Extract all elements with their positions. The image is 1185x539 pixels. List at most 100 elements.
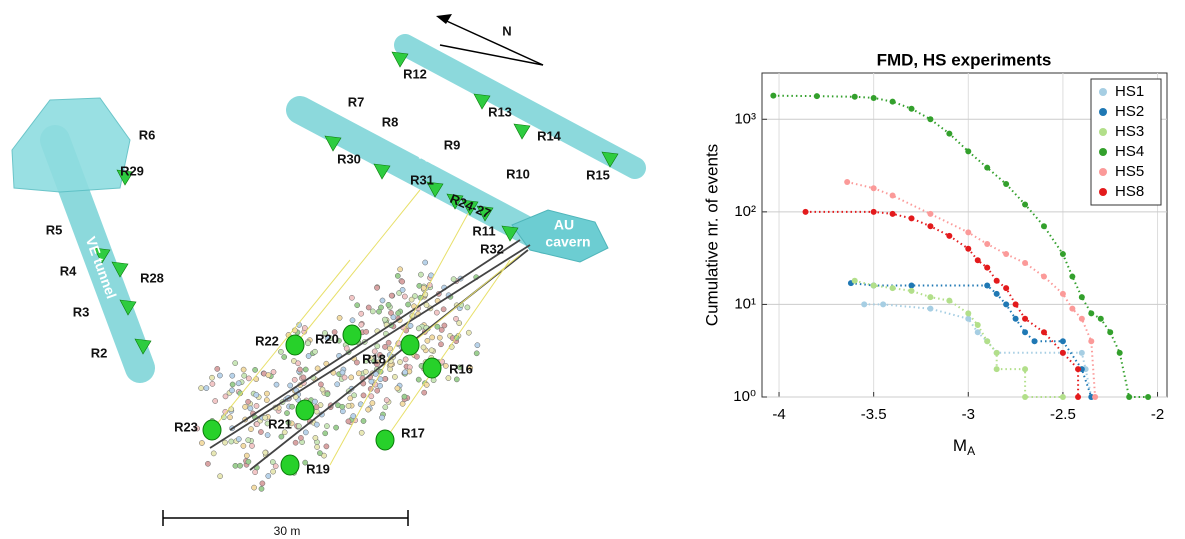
x-tick-label: -3 [962,406,975,423]
event-dot [211,451,216,456]
event-dot [359,311,364,316]
data-point [927,223,933,229]
data-point [1079,316,1085,322]
diagram-label: R18 [362,351,386,366]
data-point [1145,394,1151,400]
data-point [965,246,971,252]
event-dot [363,369,368,374]
data-point [909,283,915,289]
event-dot [324,424,329,429]
event-dot [421,345,426,350]
legend-label: HS1 [1115,83,1144,100]
event-dot [418,272,423,277]
event-dot [453,316,458,321]
event-dot [370,401,375,406]
event-dot [259,486,264,491]
data-point [1003,285,1009,291]
event-dot [361,418,366,423]
event-dot [199,386,204,391]
data-point [1022,329,1028,335]
sensor [423,358,441,378]
event-dot [397,360,402,365]
y-tick-label: 10³ [734,110,756,127]
event-dot [297,367,302,372]
figure: R12R13R14R15R7R8R9R10R30R6R29R5R4R28R3R2… [0,0,1185,539]
event-dot [320,387,325,392]
event-dot [337,315,342,320]
event-dot [298,435,303,440]
receiver-cone [392,52,408,67]
event-dot [236,437,241,442]
event-dot [376,309,381,314]
data-point [927,211,933,217]
event-dot [263,450,268,455]
x-axis-label: MA [953,436,975,458]
event-dot [248,406,253,411]
event-dot [229,388,234,393]
event-dot [382,344,387,349]
diagram-label: R13 [488,104,512,119]
data-point [871,209,877,215]
diagram-label: R21 [268,416,292,431]
event-dot [389,293,394,298]
event-dot [351,414,356,419]
data-point [1041,223,1047,229]
sensor [343,325,361,345]
data-point [1003,181,1009,187]
event-dot [296,424,301,429]
sensor [376,430,394,450]
data-point [890,193,896,199]
data-point [1069,306,1075,312]
event-dot [349,375,354,380]
data-point [871,95,877,101]
event-dot [241,443,246,448]
data-point [965,148,971,154]
upper-tunnel [405,45,635,168]
x-axis-label-sub: A [967,444,975,458]
data-point [1060,394,1066,400]
event-dot [423,260,428,265]
event-dot [315,444,320,449]
chart-title: FMD, HS experiments [877,50,1052,69]
data-point [1075,394,1081,400]
data-point [927,116,933,122]
legend-marker [1099,128,1107,136]
event-dot [349,295,354,300]
event-dot [246,376,251,381]
data-point [852,94,858,100]
data-point [890,99,896,105]
data-point [965,229,971,235]
event-dot [313,435,318,440]
legend-marker [1099,148,1107,156]
data-point [909,106,915,112]
event-dot [227,415,232,420]
data-point [1013,316,1019,322]
event-dot [264,398,269,403]
event-dot [246,399,251,404]
data-point [946,298,952,304]
event-dot [402,394,407,399]
data-point [861,301,867,307]
event-dot [222,440,227,445]
event-dot [443,363,448,368]
event-dot [364,329,369,334]
data-point [871,185,877,191]
diagram-label: R3 [73,304,90,319]
event-dot [465,305,470,310]
diagram-label: R11 [472,223,495,238]
data-point [975,257,981,263]
event-dot [335,382,340,387]
y-tick-label: 10⁰ [733,388,756,405]
data-point [975,322,981,328]
event-dot [374,285,379,290]
event-dot [217,373,222,378]
diagram-label: R15 [586,167,610,182]
diagram-label: R8 [382,114,399,129]
event-dot [266,373,271,378]
data-point [1126,394,1132,400]
event-dot [301,375,306,380]
event-dot [421,285,426,290]
event-dot [244,453,249,458]
event-dot [340,370,345,375]
receiver-cone [514,124,530,139]
